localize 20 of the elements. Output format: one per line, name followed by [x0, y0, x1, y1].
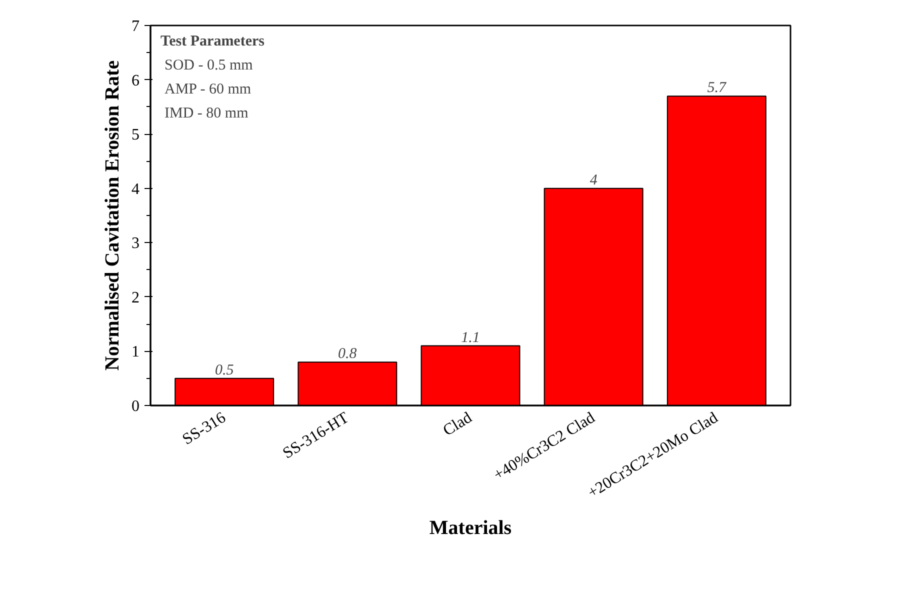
- annotation: AMP - 60 mm: [164, 82, 252, 98]
- annotation: SOD - 0.5 mm: [164, 58, 254, 74]
- data-label: 0.5: [214, 362, 234, 378]
- x-tick-label: Clad: [440, 409, 475, 440]
- data-label: 4: [590, 172, 598, 188]
- data-label: 0.8: [338, 346, 358, 362]
- annotation: IMD - 80 mm: [164, 106, 249, 122]
- y-tick-label: 4: [132, 180, 140, 198]
- y-tick-label: 7: [132, 18, 140, 35]
- data-label: 5.7: [707, 80, 728, 96]
- y-tick-label: 1: [132, 344, 140, 361]
- data-label: 1.1: [461, 330, 480, 346]
- y-tick-label: 3: [132, 235, 140, 252]
- y-tick-label: 5: [132, 126, 140, 144]
- x-axis-title: Materials: [429, 516, 512, 539]
- annotation: Test Parameters: [160, 34, 265, 50]
- y-axis-title: Normalised Cavitation Erosion Rate: [102, 60, 124, 371]
- y-tick-label: 2: [132, 289, 140, 306]
- y-tick-label: 6: [132, 72, 140, 90]
- y-tick-label: 0: [132, 398, 140, 415]
